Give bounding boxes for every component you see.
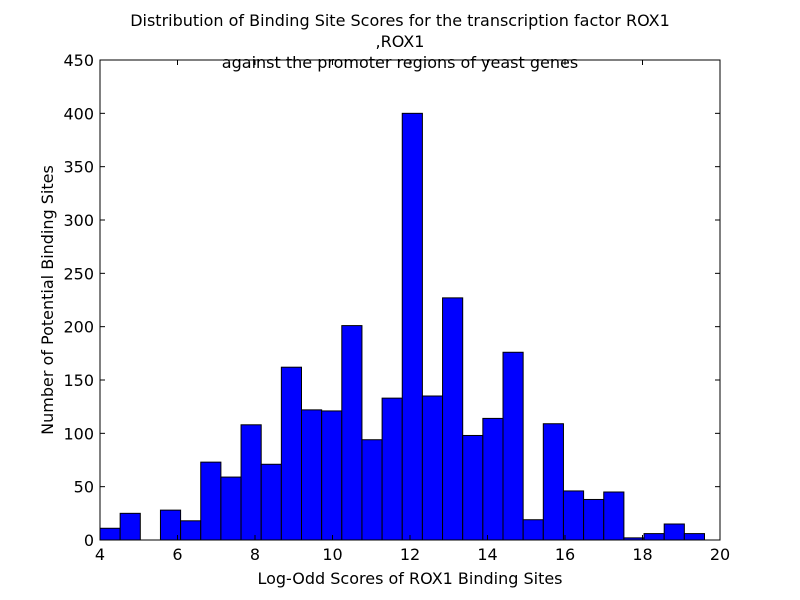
y-tick-label: 0 [84, 531, 94, 550]
x-tick-label: 8 [250, 545, 260, 564]
histogram-bar [663, 523, 685, 541]
axis-ticks: 4 6 8 10 12 14 16 18 200501001502002503003504004… [63, 51, 730, 564]
histogram-bar [683, 533, 705, 541]
plot-area-frame [99, 59, 721, 541]
y-tick-label: 350 [63, 158, 94, 177]
y-axis-label: Number of Potential Binding Sites [38, 165, 57, 435]
histogram-bar [462, 434, 484, 541]
histogram-bar [603, 491, 625, 541]
y-tick-label: 250 [63, 264, 94, 283]
histogram-bar [401, 112, 423, 541]
histogram-bar [522, 519, 544, 541]
x-tick-label: 16 [555, 545, 575, 564]
x-tick-label: 12 [400, 545, 420, 564]
histogram-bar [562, 490, 585, 541]
y-tick-label: 450 [63, 51, 94, 70]
x-tick-label: 6 [172, 545, 182, 564]
chart-title-line-3: against the promoter regions of yeast ge… [222, 53, 578, 72]
x-tick-label: 14 [477, 545, 497, 564]
y-tick-label: 400 [63, 104, 94, 123]
x-tick-label: 18 [632, 545, 652, 564]
histogram-bar [482, 417, 504, 541]
histogram-bar [280, 366, 303, 541]
x-tick-label: 4 [95, 545, 105, 564]
x-tick-label: 10 [322, 545, 342, 564]
histogram-bar [542, 423, 564, 541]
histogram-bar [502, 351, 524, 541]
x-axis-label: Log-Odd Scores of ROX1 Binding Sites [257, 569, 562, 588]
chart-title-line-2: ,ROX1 [376, 32, 425, 51]
histogram-bar [442, 297, 464, 541]
histogram-bar [381, 397, 403, 541]
histogram-bar [99, 527, 121, 541]
histogram-bars [99, 112, 705, 541]
y-tick-label: 200 [63, 318, 94, 337]
chart-title: Distribution of Binding Site Scores for … [130, 11, 670, 72]
histogram-bar [240, 424, 262, 541]
histogram-bar [361, 439, 383, 541]
histogram-bar [119, 512, 141, 541]
histogram-bar [583, 498, 605, 541]
histogram-bar [643, 533, 665, 541]
histogram-bar [301, 409, 323, 541]
y-tick-label: 150 [63, 371, 94, 390]
y-tick-label: 100 [63, 424, 94, 443]
y-tick-label: 300 [63, 211, 94, 230]
y-tick-label: 50 [74, 478, 94, 497]
histogram-bar [180, 520, 202, 541]
histogram-bar [200, 461, 222, 541]
histogram-bar [421, 395, 444, 541]
histogram-bar [321, 410, 343, 541]
histogram-bar [220, 476, 242, 541]
x-tick-label: 20 [710, 545, 730, 564]
histogram-bar [341, 325, 363, 541]
chart-title-line-1: Distribution of Binding Site Scores for … [130, 11, 670, 30]
histogram-bar [260, 463, 282, 541]
